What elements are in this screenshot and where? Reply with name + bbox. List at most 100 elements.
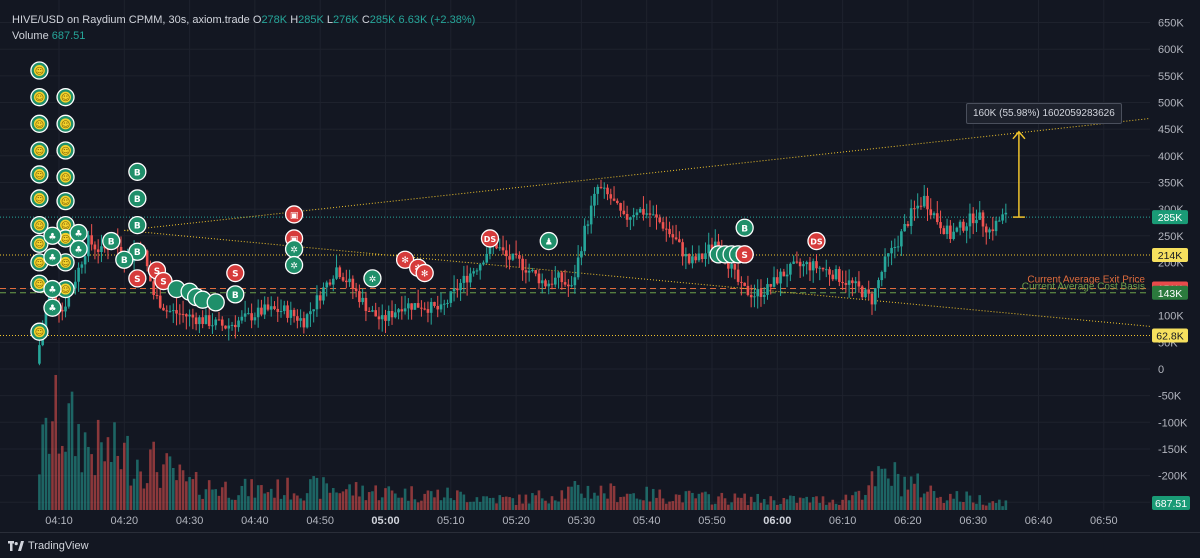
candle-body [423, 308, 426, 310]
svg-text:DS: DS [484, 235, 497, 244]
trade-marker-emoji[interactable]: ☺ [56, 279, 75, 299]
trade-marker-sell[interactable]: S [128, 269, 147, 288]
candle-body [207, 315, 211, 326]
candle-body [792, 261, 795, 264]
trade-marker-emoji[interactable]: ☺ [30, 88, 49, 107]
volume-bar [697, 493, 701, 510]
volume-bar [913, 483, 916, 510]
trade-marker-emoji[interactable]: ☺ [56, 191, 75, 211]
trade-marker-buy[interactable]: B [128, 242, 147, 261]
trade-marker-animal[interactable]: ♟ [539, 231, 558, 251]
volume-bar [41, 424, 44, 510]
trade-marker-tree[interactable]: ♣ [69, 239, 88, 259]
candle-body [968, 213, 972, 227]
volume-bar [462, 494, 466, 510]
trade-marker-tree[interactable]: ♣ [69, 223, 88, 243]
candle-body [730, 264, 733, 269]
volume-bar [247, 496, 250, 510]
trade-markers[interactable]: ☺☺☺☺☺☺☺☺☺☺☺☺☺☺☺☺☺☺☺☺♣♣♣♣♣♣BBBBBBSSSSB▣▣✲… [30, 61, 826, 341]
candle-body [185, 314, 188, 317]
trade-marker-emoji[interactable]: ☺ [30, 165, 49, 184]
trade-marker-buy[interactable]: B [102, 231, 121, 251]
volume-bar [815, 496, 818, 510]
candle-body [687, 254, 691, 264]
ohlc-low: L276K [326, 14, 359, 26]
svg-text:☺: ☺ [61, 173, 70, 184]
trade-marker-emoji[interactable]: ☺ [56, 88, 75, 107]
trade-marker-buy[interactable]: B [226, 285, 245, 304]
volume-bar [606, 498, 609, 510]
trade-marker-sell[interactable]: S [735, 245, 754, 264]
volume-bar [478, 501, 482, 510]
volume-bar [397, 497, 400, 510]
trade-marker-sell[interactable]: DS [807, 231, 826, 251]
volume-bar [47, 453, 51, 510]
trade-marker-sell[interactable]: DS [480, 229, 500, 248]
candle-body [1004, 212, 1008, 215]
trade-marker-snow[interactable]: ✻ [395, 250, 415, 269]
volume-bar [811, 497, 815, 510]
candle-body [567, 284, 570, 287]
trade-marker-chest[interactable]: ▣ [284, 205, 304, 224]
volume-label[interactable]: Volume [12, 30, 49, 42]
candle-body [655, 214, 658, 218]
volume-bar [890, 485, 893, 510]
candle-body [818, 267, 822, 269]
measure-tooltip: 160K (55.98%) 1602059283626 [966, 103, 1122, 124]
trade-marker-emoji[interactable]: ☺ [30, 141, 49, 160]
symbol-title[interactable]: HIVE/USD on Raydium CPMM, 30s, axiom.tra… [12, 14, 250, 26]
svg-text:285K: 285K [1158, 212, 1183, 224]
trade-marker-buy[interactable]: B [735, 218, 754, 237]
trade-marker-tree[interactable]: ♣ [43, 279, 62, 299]
svg-text:✻: ✻ [421, 270, 429, 280]
trade-marker-emoji[interactable]: ☺ [30, 114, 49, 133]
trade-marker-emoji[interactable]: ☺ [30, 189, 49, 208]
candle-body [524, 270, 528, 273]
volume-bar [962, 501, 965, 510]
trade-marker-buy[interactable]: B [128, 215, 147, 235]
trade-marker-emoji[interactable]: ☺ [30, 215, 49, 235]
candle-body [237, 320, 240, 328]
trade-marker-emoji[interactable]: ☺ [56, 215, 75, 235]
candle-body [335, 267, 338, 279]
trade-marker-emoji[interactable]: ☺ [30, 322, 49, 341]
volume-bar [805, 496, 808, 510]
candle-body [824, 269, 828, 271]
trade-marker-snow[interactable]: ✻ [415, 263, 434, 283]
trade-marker-buy[interactable]: B [115, 250, 134, 269]
trade-marker-emoji[interactable]: ☺ [30, 234, 49, 253]
candle-body [589, 205, 593, 225]
trade-marker-buy[interactable]: B [128, 162, 147, 181]
volume-bar [446, 487, 449, 510]
trade-marker-sell[interactable]: S [154, 271, 173, 291]
candle-body [168, 310, 172, 312]
trade-marker-tree[interactable]: ♣ [43, 298, 62, 317]
trade-marker-emoji[interactable]: ☺ [56, 167, 75, 187]
candle-body [80, 264, 84, 268]
volume-bar [518, 494, 521, 510]
measure-tool[interactable] [1012, 130, 1026, 218]
trade-marker-special[interactable]: ✲ [363, 269, 382, 288]
trade-marker-buy[interactable] [206, 293, 225, 312]
trade-marker-emoji[interactable]: ☺ [30, 61, 49, 80]
tradingview-logo[interactable]: TradingView [8, 540, 89, 552]
candle-body [583, 225, 586, 252]
volume-bar [44, 417, 48, 510]
candle-body [315, 295, 319, 310]
trade-marker-emoji[interactable]: ☺ [56, 141, 75, 160]
trade-marker-buy[interactable]: B [128, 189, 147, 208]
candle-body [883, 256, 887, 272]
trade-marker-sell[interactable]: S [226, 263, 245, 283]
candle-body [403, 308, 407, 312]
trade-marker-special[interactable]: ✲ [284, 239, 304, 259]
trade-marker-tree[interactable]: ♣ [43, 247, 62, 267]
time-axis[interactable]: 04:10 04:20 04:30 04:40 04:50 05:00 05:10 05:20… [45, 515, 1117, 527]
trade-marker-tree[interactable]: ♣ [43, 226, 62, 245]
trade-marker-special[interactable]: ✲ [284, 255, 304, 275]
candle-body [322, 287, 325, 301]
trade-marker-emoji[interactable]: ☺ [56, 114, 75, 133]
candle-body [318, 295, 322, 301]
candle-body [77, 267, 80, 282]
volume-bar [1001, 506, 1004, 510]
